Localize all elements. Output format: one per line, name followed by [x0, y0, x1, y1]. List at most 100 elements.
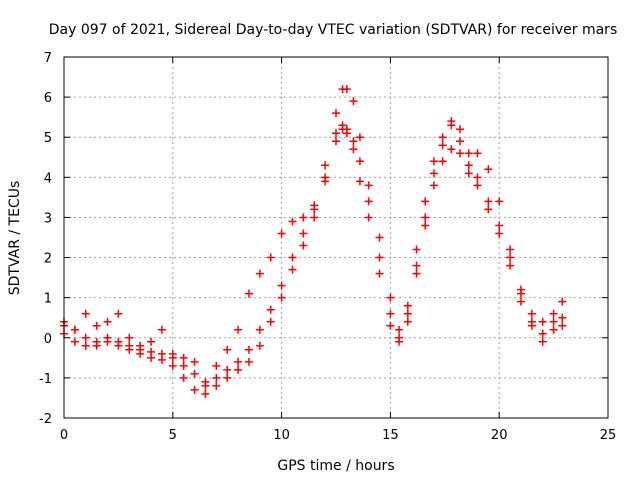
data-point — [277, 293, 286, 302]
series-3 — [60, 117, 567, 390]
y-tick-label: 1 — [44, 292, 52, 307]
data-point — [332, 137, 340, 146]
data-point — [234, 325, 243, 334]
data-point — [212, 381, 221, 390]
y-tick-label: 2 — [44, 252, 52, 267]
y-tick-label: 6 — [44, 91, 52, 106]
x-tick-label: 5 — [169, 428, 177, 443]
data-point — [364, 213, 373, 222]
data-point — [244, 289, 253, 298]
data-point — [438, 157, 447, 166]
data-point — [114, 309, 123, 318]
data-point — [349, 145, 358, 154]
data-point — [558, 321, 567, 330]
data-point — [558, 313, 567, 322]
data-point — [136, 341, 145, 350]
data-point — [549, 317, 558, 326]
data-point — [473, 173, 482, 182]
data-point — [212, 361, 221, 370]
data-point — [288, 265, 297, 274]
y-tick-label: 5 — [44, 131, 52, 146]
data-point — [179, 373, 188, 382]
data-point — [234, 357, 243, 366]
data-point — [255, 325, 264, 334]
data-point — [549, 325, 558, 334]
data-point — [421, 197, 430, 206]
data-point — [168, 349, 177, 358]
data-point — [223, 345, 232, 354]
data-point — [412, 261, 421, 270]
data-point — [103, 317, 112, 326]
data-point — [342, 85, 351, 94]
data-point — [355, 133, 364, 142]
y-tick-label: 4 — [44, 171, 52, 186]
y-tick-label: 0 — [44, 332, 52, 347]
data-point — [136, 349, 145, 358]
data-point — [147, 337, 156, 346]
data-point — [495, 221, 504, 230]
y-tick-label: -1 — [39, 372, 52, 387]
data-point — [310, 213, 319, 222]
data-point — [464, 161, 473, 170]
data-point — [244, 345, 253, 354]
data-point — [438, 133, 447, 142]
data-point — [266, 317, 275, 326]
data-point — [190, 385, 199, 394]
data-points — [60, 85, 567, 398]
data-point — [506, 253, 515, 262]
data-point — [484, 165, 493, 174]
data-point — [386, 321, 395, 330]
data-point — [375, 233, 384, 242]
data-point — [81, 333, 90, 342]
y-tick-label: -2 — [39, 412, 52, 427]
data-point — [338, 121, 347, 130]
data-point — [103, 337, 112, 346]
data-point — [114, 341, 123, 350]
data-point — [375, 269, 384, 278]
data-point — [70, 337, 79, 346]
data-point — [179, 353, 188, 362]
data-point — [403, 317, 412, 326]
data-point — [473, 149, 482, 158]
data-point — [168, 361, 177, 370]
data-point — [429, 157, 438, 166]
data-point — [456, 149, 465, 158]
data-point — [464, 169, 473, 178]
data-point — [429, 181, 438, 190]
data-point — [332, 129, 340, 138]
data-point — [495, 197, 504, 206]
data-point — [125, 333, 134, 342]
grid-lines — [64, 57, 608, 418]
data-point — [147, 353, 156, 362]
series-2 — [60, 125, 567, 398]
data-point — [212, 373, 221, 382]
data-point — [179, 361, 188, 370]
data-point — [395, 325, 404, 334]
data-point — [288, 217, 297, 226]
data-point — [332, 109, 340, 118]
data-point — [299, 241, 308, 250]
y-axis-label: SDTVAR / TECUs — [7, 181, 23, 296]
data-point — [288, 253, 297, 262]
data-point — [429, 169, 438, 178]
x-tick-label: 0 — [60, 428, 68, 443]
data-point — [558, 297, 567, 306]
data-point — [403, 301, 412, 310]
data-point — [538, 329, 547, 338]
y-tick-label: 3 — [44, 211, 52, 226]
axis-ticks: 0 5 10 15 20 25 -2 -1 0 1 2 3 4 5 6 7 — [39, 51, 616, 443]
data-point — [255, 269, 264, 278]
data-point — [355, 177, 364, 186]
data-point — [456, 125, 465, 134]
data-point — [70, 325, 79, 334]
data-point — [234, 365, 243, 374]
data-point — [527, 317, 536, 326]
data-point — [516, 297, 525, 306]
data-point — [125, 345, 134, 354]
data-point — [342, 129, 351, 138]
x-axis-label: GPS time / hours — [277, 458, 394, 474]
data-point — [464, 149, 473, 158]
